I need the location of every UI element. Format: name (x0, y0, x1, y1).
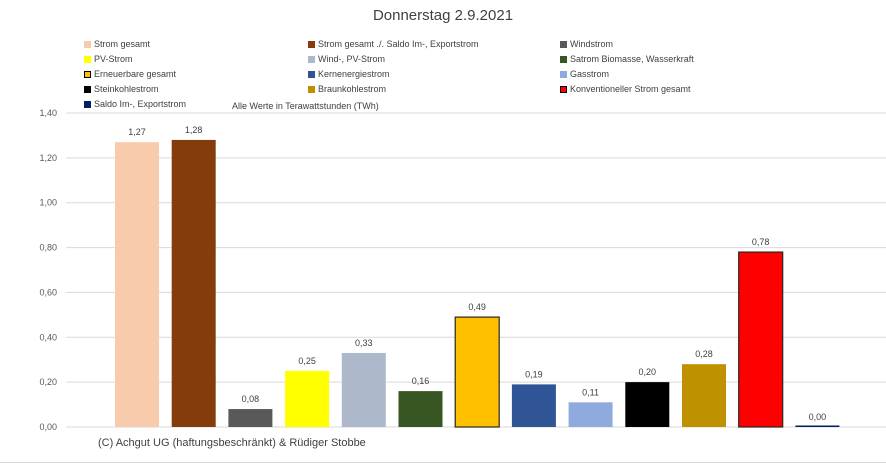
legend-swatch-icon (560, 70, 567, 78)
legend-item: Gasstrom (560, 69, 609, 79)
legend-label: Kernenergiestrom (318, 69, 390, 79)
data-label: 0,28 (695, 349, 713, 359)
bar (115, 142, 159, 427)
legend-label: Windstrom (570, 39, 614, 49)
legend-swatch-icon (560, 40, 567, 48)
legend-label: Satrom Biomasse, Wasserkraft (570, 54, 694, 64)
legend-item: Kernenergiestrom (308, 69, 390, 79)
bar (285, 370, 330, 427)
legend-swatch-icon (84, 85, 91, 93)
legend-label: Wind-, PV-Strom (318, 54, 386, 64)
data-labels: 1,27 1,28 0,08 0,25 0,33 0,16 0,49 0,19 0,11 0,20… (128, 125, 826, 422)
bar (171, 139, 216, 427)
legend-label: Konventioneller Strom gesamt (570, 84, 691, 94)
legend-item: Strom gesamt ./. Saldo Im-, Exportstrom (308, 39, 479, 49)
legend-label: Steinkohlestrom (94, 84, 159, 94)
legend-label: Saldo Im-, Exportstrom (94, 99, 187, 109)
data-label: 0,16 (412, 376, 430, 386)
data-label: 0,78 (752, 237, 770, 247)
legend-item: Strom gesamt (84, 39, 150, 49)
legend-swatch-icon (308, 85, 315, 93)
unit-note: Alle Werte in Terawattstunden (TWh) (232, 101, 379, 111)
y-axis-ticks: 0,00 0,20 0,40 0,60 0,80 1,00 1,20 1,40 (39, 108, 57, 432)
data-label: 1,28 (185, 125, 203, 135)
y-tick-label: 0,40 (39, 332, 57, 342)
legend-label: Braunkohlestrom (318, 84, 387, 94)
legend-swatch-icon (308, 70, 315, 78)
data-label: 0,19 (525, 369, 543, 379)
data-label: 0,00 (809, 412, 827, 422)
chart-title: Donnerstag 2.9.2021 (372, 7, 514, 24)
legend-swatch-icon (308, 55, 315, 63)
legend-item: Braunkohlestrom (308, 84, 386, 94)
legend-item: Wind-, PV-Strom (308, 54, 385, 64)
legend-item: Erneuerbare gesamt (84, 69, 176, 79)
bar (454, 316, 500, 428)
data-label: 0,25 (298, 356, 316, 366)
legend-item: Satrom Biomasse, Wasserkraft (560, 54, 694, 64)
y-tick-label: 0,00 (39, 422, 57, 432)
legend-item: Windstrom (560, 39, 613, 49)
legend-swatch-icon (84, 40, 91, 48)
data-label: 1,27 (128, 127, 146, 137)
legend-label: Strom gesamt (94, 39, 151, 49)
y-tick-label: 0,20 (39, 377, 57, 387)
data-label: 0,11 (582, 387, 599, 397)
legend-item: Steinkohlestrom (84, 84, 159, 94)
legend-label: PV-Strom (94, 54, 133, 64)
bar (341, 352, 386, 427)
legend-item: Konventioneller Strom gesamt (560, 84, 691, 94)
legend-label: Strom gesamt ./. Saldo Im-, Exportstrom (318, 39, 479, 49)
bar (398, 391, 443, 427)
legend-swatch-icon (560, 85, 567, 93)
bar (568, 402, 613, 427)
legend-item: Saldo Im-, Exportstrom (84, 99, 186, 109)
y-tick-label: 1,00 (39, 198, 57, 208)
legend-label: Erneuerbare gesamt (94, 69, 177, 79)
bar (511, 384, 556, 427)
bar (795, 425, 840, 427)
chart-border-bottom (0, 462, 886, 463)
legend-swatch-icon (84, 55, 91, 63)
copyright-credit: (C) Achgut UG (haftungsbeschränkt) & Rüd… (98, 437, 366, 449)
legend-swatch-icon (308, 40, 315, 48)
data-label: 0,08 (242, 394, 260, 404)
data-label: 0,49 (468, 302, 486, 312)
y-tick-label: 0,80 (39, 243, 57, 253)
legend-item: PV-Strom (84, 54, 133, 64)
y-tick-label: 1,20 (39, 153, 57, 163)
bar (682, 364, 726, 427)
legend-label: Gasstrom (570, 69, 610, 79)
data-label: 0,33 (355, 338, 373, 348)
data-label: 0,20 (639, 367, 657, 377)
legend-swatch-icon (560, 55, 567, 63)
y-tick-label: 0,60 (39, 287, 57, 297)
legend-swatch-icon (84, 70, 91, 78)
bar (738, 251, 784, 428)
bars (115, 139, 840, 428)
y-tick-label: 1,40 (39, 108, 57, 118)
bar (625, 382, 670, 427)
legend-swatch-icon (84, 100, 91, 108)
bar (228, 409, 273, 427)
